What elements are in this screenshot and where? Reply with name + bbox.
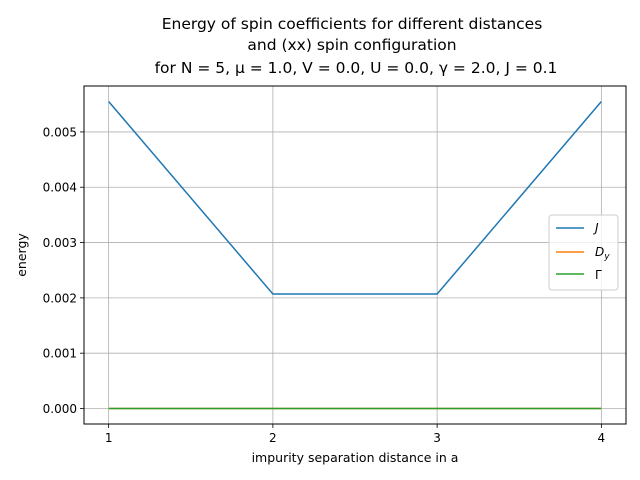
grid [84, 86, 626, 424]
x-tick-label: 2 [269, 431, 277, 445]
y-axis-label: energy [14, 233, 29, 277]
plot-frame [83, 85, 627, 425]
legend-label-gamma: Γ [595, 268, 602, 282]
chart-title-line-2: and (xx) spin configuration [247, 36, 456, 54]
y-tick-label: 0.004 [43, 181, 77, 195]
y-tick-label: 0.002 [43, 291, 77, 305]
legend: J Dy Γ [548, 214, 619, 291]
y-tick-label: 0.003 [43, 236, 77, 250]
y-tick-label: 0.001 [43, 347, 77, 361]
ticks: 1 2 3 4 0.000 0.001 0.002 0.003 0.004 0.005 [43, 125, 606, 445]
x-tick-label: 4 [598, 431, 606, 445]
legend-label-j: J [593, 221, 599, 235]
chart-title-line-1: Energy of spin coefficients for differen… [162, 15, 543, 33]
x-axis-label: impurity separation distance in a [252, 450, 459, 465]
x-tick-label: 3 [433, 431, 441, 445]
y-tick-label: 0.005 [43, 125, 77, 139]
series-line-j [108, 101, 602, 295]
y-tick-label: 0.000 [43, 402, 77, 416]
series-lines [108, 101, 602, 410]
chart-title-line-3: for N = 5, μ = 1.0, V = 0.0, U = 0.0, γ … [155, 59, 558, 77]
legend-label-dy: Dy [595, 245, 610, 262]
x-tick-label: 1 [105, 431, 113, 445]
